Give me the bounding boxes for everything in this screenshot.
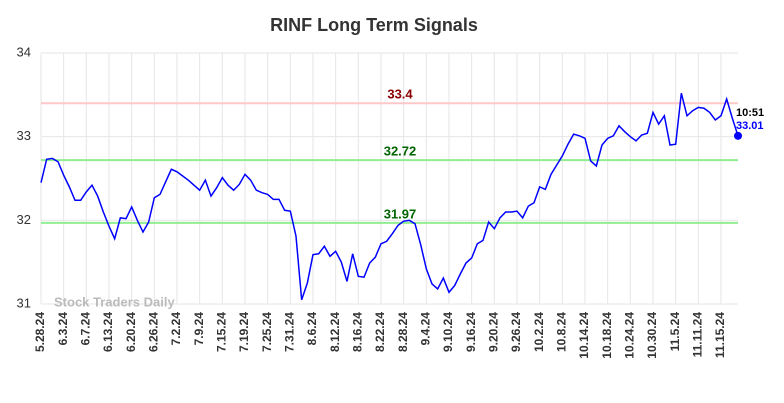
x-tick-label: 9.16.24 (464, 312, 478, 352)
x-tick-label: 7.19.24 (237, 312, 251, 352)
watermark: Stock Traders Daily (54, 294, 175, 309)
x-tick-label: 5.28.24 (33, 312, 47, 352)
x-tick-label: 7.9.24 (192, 312, 206, 346)
chart-title: RINF Long Term Signals (270, 15, 478, 35)
y-tick-label: 32 (17, 212, 31, 227)
x-tick-label: 11.15.24 (713, 312, 727, 358)
x-tick-label: 8.12.24 (328, 312, 342, 352)
last-value: 33.01 (736, 120, 764, 132)
x-tick-label: 8.16.24 (351, 312, 365, 352)
x-tick-label: 10.8.24 (555, 312, 569, 352)
x-tick-label: 7.15.24 (215, 312, 229, 352)
x-tick-label: 10.24.24 (623, 312, 637, 359)
x-tick-label: 6.3.24 (56, 312, 70, 346)
x-tick-label: 6.7.24 (79, 312, 93, 346)
x-tick-label: 10.14.24 (577, 312, 591, 359)
x-tick-label: 9.26.24 (509, 312, 523, 352)
x-tick-label: 10.30.24 (645, 312, 659, 359)
y-tick-label: 33 (17, 128, 31, 143)
x-tick-label: 8.22.24 (373, 312, 387, 352)
x-tick-label: 9.10.24 (441, 312, 455, 352)
level-label: 32.72 (384, 144, 417, 159)
x-tick-label: 6.20.24 (124, 312, 138, 352)
y-tick-label: 34 (17, 44, 31, 59)
level-label: 33.4 (387, 87, 413, 102)
last-time: 10:51 (736, 107, 764, 119)
x-tick-label: 10.18.24 (600, 312, 614, 359)
x-tick-label: 6.13.24 (101, 312, 115, 352)
x-tick-label: 10.2.24 (532, 312, 546, 352)
x-tick-label: 7.25.24 (260, 312, 274, 352)
level-label: 31.97 (384, 206, 417, 221)
last-point (734, 131, 742, 140)
y-tick-label: 31 (17, 295, 31, 310)
x-tick-label: 9.20.24 (487, 312, 501, 352)
x-tick-label: 7.31.24 (283, 312, 297, 352)
x-tick-label: 7.2.24 (169, 312, 183, 346)
x-tick-label: 11.5.24 (668, 312, 682, 352)
x-tick-label: 11.11.24 (691, 312, 705, 358)
x-tick-label: 9.4.24 (419, 312, 433, 346)
x-tick-label: 8.28.24 (396, 312, 410, 352)
series-line (40, 92, 739, 301)
x-tick-label: 8.6.24 (305, 312, 319, 346)
x-tick-label: 6.26.24 (147, 312, 161, 352)
